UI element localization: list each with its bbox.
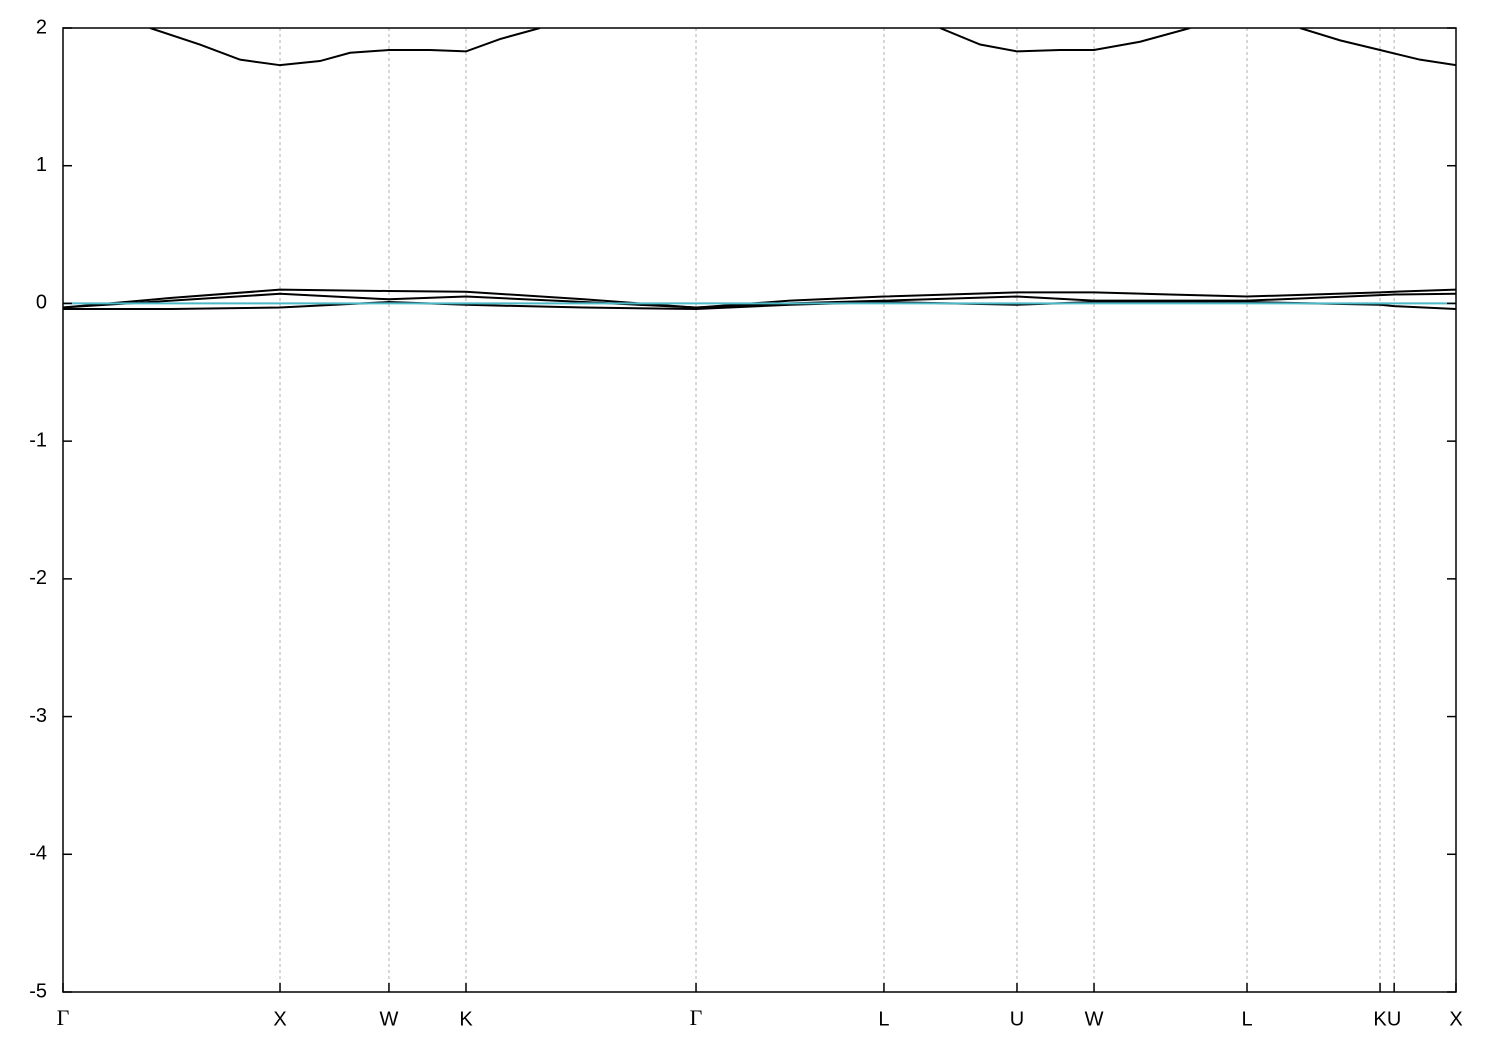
x-tick-label: X — [1449, 1008, 1462, 1030]
y-tick-label: 2 — [36, 16, 47, 38]
plot-frame — [62, 27, 1457, 993]
x-tick-label: K — [459, 1008, 473, 1030]
x-tick-label: U — [1010, 1008, 1024, 1030]
y-tick-label: -2 — [29, 567, 47, 589]
band-line — [63, 292, 1456, 309]
band-line — [63, 288, 1456, 309]
grid — [279, 28, 1395, 992]
y-tick-label: -4 — [29, 843, 47, 865]
x-tick-label: L — [1241, 1008, 1252, 1030]
band-line — [1299, 28, 1456, 67]
band-line — [149, 28, 541, 67]
x-tick-label: Γ — [57, 1005, 70, 1030]
x-tick-label: L — [878, 1008, 889, 1030]
y-tick-label: 1 — [36, 154, 47, 176]
plot-area — [63, 28, 1456, 310]
y-tick-label: -3 — [29, 705, 47, 727]
x-tick-label: K — [1373, 1008, 1387, 1030]
x-tick-label: U — [1387, 1008, 1401, 1030]
y-tick-label: 0 — [36, 292, 47, 314]
y-tick-label: -5 — [29, 980, 47, 1002]
x-tick-label: W — [380, 1008, 399, 1030]
x-tick-label: X — [273, 1008, 286, 1030]
y-tick-label: -1 — [29, 429, 47, 451]
band-line — [939, 28, 1191, 53]
x-tick-label: Γ — [690, 1005, 703, 1030]
x-tick-label: W — [1085, 1008, 1104, 1030]
